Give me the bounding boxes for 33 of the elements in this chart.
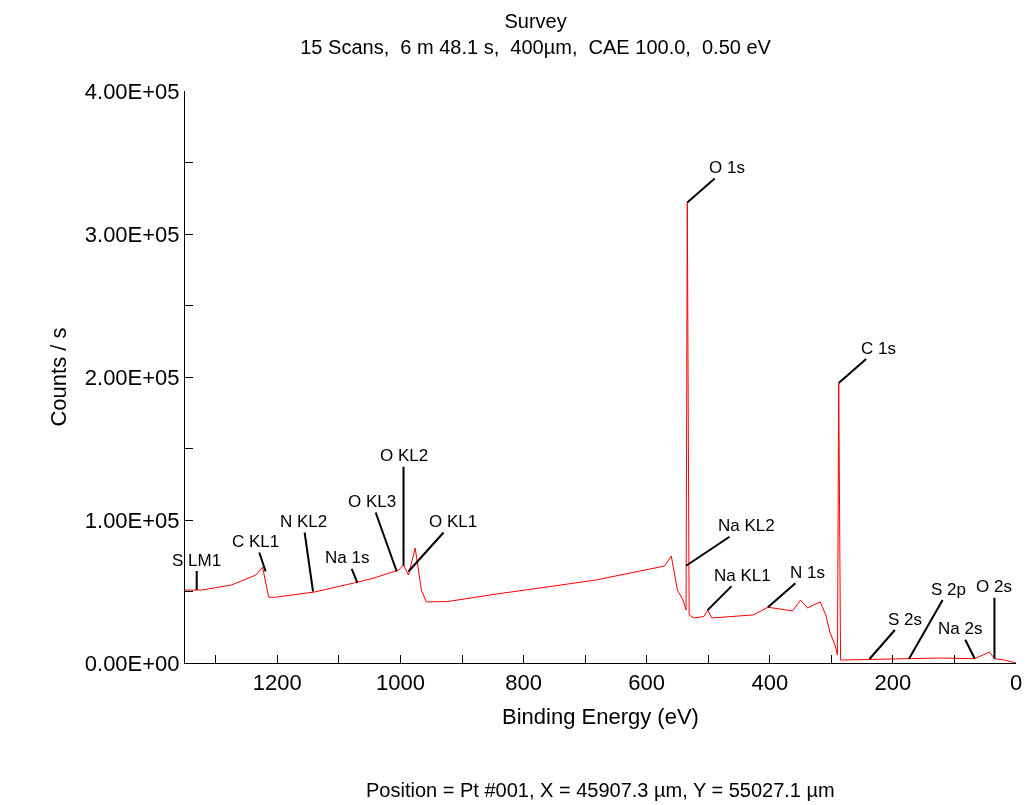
y-tick-label: 2.00E+05 [84,364,180,390]
annotation: N KL2 [280,512,328,531]
x-tick-label: 200 [874,670,912,696]
x-tick-label: 1200 [252,670,302,696]
annotation: Na 1s [325,548,370,567]
annotation: S 2p [931,580,966,599]
annotation: O 1s [709,158,745,177]
annotation: Na KL2 [718,516,775,535]
annotation: C 1s [861,339,896,358]
y-axis-title: Counts / s [45,327,71,427]
annotation: S 2s [888,610,923,629]
annotation: O 2s [976,577,1012,596]
text: Position = Pt #001, X = 45907.3 µm, Y = 55027.1 µm [366,779,835,801]
x-tick-label: 1000 [375,670,425,696]
x-tick-label: 800 [505,670,542,696]
x-tick-label: 600 [628,670,666,696]
chart-title: Survey [504,10,567,33]
x-tick-label: 400 [751,670,789,696]
y-tick-label: 3.00E+05 [84,221,180,247]
chart-subtitle: 15 Scans, 6 m 48.1 s, 400µm, CAE 100.0, 0.50 eV [300,36,772,59]
annotation: Na 2s [938,619,983,638]
y-tick-label: 4.00E+05 [84,78,180,104]
annotation: C KL1 [232,532,280,551]
x-tick-label: 0 [1009,670,1023,696]
annotation: Na KL1 [714,566,771,585]
annotation: O KL2 [380,446,429,465]
x-axis-title: Binding Energy (eV) [502,704,699,730]
annotation: N 1s [790,563,825,582]
annotation: S LM1 [172,551,222,570]
y-tick-label: 0.00E+00 [84,650,180,676]
annotation: O KL1 [429,512,478,531]
y-tick-label: 1.00E+05 [84,507,180,533]
annotation: O KL3 [348,492,397,511]
